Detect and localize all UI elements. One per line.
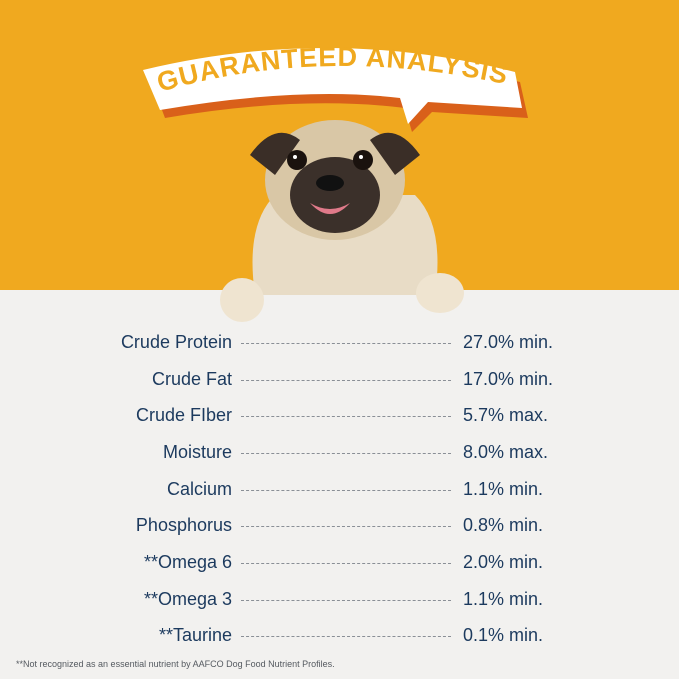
pug-dog-image — [220, 120, 464, 322]
nutrient-value: 17.0% min. — [463, 369, 554, 389]
nutrient-value: 1.1% min. — [463, 479, 544, 499]
leader-dots — [241, 380, 451, 381]
nutrient-value: 27.0% min. — [463, 332, 554, 352]
nutrient-label: Moisture — [162, 442, 232, 462]
nutrient-label: Crude FIber — [135, 405, 232, 425]
nutrient-label: Crude Fat — [151, 369, 232, 389]
leader-dots — [241, 416, 451, 417]
speech-banner — [143, 47, 528, 133]
leader-dots — [241, 636, 451, 637]
table-row: Phosphorus 0.8% min. — [0, 510, 679, 540]
leader-dots — [241, 343, 451, 344]
nutrient-value: 8.0% max. — [463, 442, 549, 462]
nutrient-value: 0.1% min. — [463, 625, 544, 645]
nutrient-label: Calcium — [166, 479, 232, 499]
nutrient-label: Phosphorus — [135, 515, 232, 535]
nutrient-label: Crude Protein — [120, 332, 232, 352]
table-row: **Omega 6 2.0% min. — [0, 547, 679, 577]
leader-dots — [241, 490, 451, 491]
table-row: **Omega 3 1.1% min. — [0, 584, 679, 614]
table-row: Calcium 1.1% min. — [0, 474, 679, 504]
table-row: **Taurine 0.1% min. — [0, 620, 679, 650]
nutrient-value: 2.0% min. — [463, 552, 544, 572]
nutrient-value: 0.8% min. — [463, 515, 544, 535]
table-row: Crude Fat 17.0% min. — [0, 364, 679, 394]
table-row: Crude Protein 27.0% min. — [0, 327, 679, 357]
leader-dots — [241, 526, 451, 527]
white-panel — [0, 290, 679, 679]
svg-text:GUARANTEED ANALYSIS: GUARANTEED ANALYSIS — [154, 42, 511, 98]
leader-dots — [241, 453, 451, 454]
nutrient-label: **Omega 3 — [143, 589, 232, 609]
footnote: **Not recognized as an essential nutrien… — [16, 659, 335, 669]
table-row: Moisture 8.0% max. — [0, 437, 679, 467]
nutrient-value: 5.7% max. — [463, 405, 549, 425]
nutrient-label: **Omega 6 — [143, 552, 232, 572]
leader-dots — [241, 600, 451, 601]
banner-title: GUARANTEED ANALYSIS — [154, 42, 511, 98]
nutrient-value: 1.1% min. — [463, 589, 544, 609]
nutrient-label: **Taurine — [158, 625, 232, 645]
table-row: Crude FIber 5.7% max. — [0, 400, 679, 430]
leader-dots — [241, 563, 451, 564]
